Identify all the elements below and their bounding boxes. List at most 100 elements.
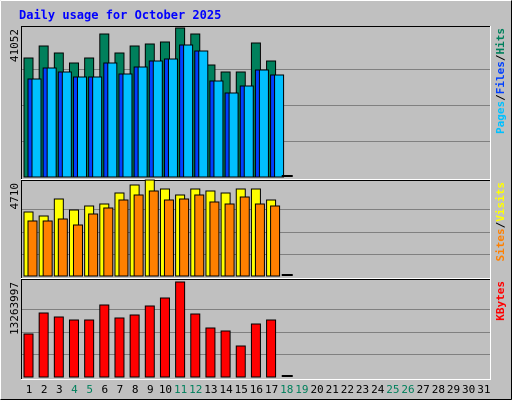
bar-pages <box>213 80 224 178</box>
bar-kbytes <box>205 327 216 378</box>
bar-pages <box>258 69 269 178</box>
panel-visits_sites: 4710 Sites/Visits <box>8 179 507 279</box>
legend-files: Files <box>494 61 507 94</box>
bar-kbytes <box>68 319 79 378</box>
bar-kbytes <box>175 281 186 378</box>
day-label: 27 <box>417 383 430 396</box>
day-label: 4 <box>71 383 78 396</box>
legend-kbytes: KBytes <box>494 281 507 321</box>
bar-sites <box>209 201 220 277</box>
day-label: 7 <box>117 383 124 396</box>
day-label: 11 <box>174 383 187 396</box>
chart-title: Daily usage for October 2025 <box>19 8 221 22</box>
bar-pages <box>46 67 57 178</box>
bar-pages <box>92 76 103 178</box>
bar-pages <box>76 76 87 178</box>
bar-sites <box>194 194 205 277</box>
day-label: 5 <box>86 383 93 396</box>
bar-kbytes <box>53 316 64 378</box>
legend-separator: / <box>494 221 507 228</box>
day-label: 14 <box>219 383 233 396</box>
bar-pages <box>122 73 133 178</box>
x-axis-day-labels: 1 2 3 4 5 6 7 8 9 10 11 12 13 14 15 16 17 18 19 20 21 22 23 24 2… <box>26 383 491 396</box>
bar-kbytes <box>84 319 95 378</box>
bar-pages <box>183 44 194 178</box>
legend: Pages/Files/Hits <box>494 28 507 134</box>
legend-separator: / <box>494 54 507 61</box>
bar-kbytes <box>144 305 155 378</box>
legend-separator: / <box>494 94 507 101</box>
day-label: 29 <box>447 383 460 396</box>
bar-kbytes <box>250 323 261 378</box>
bar-sites <box>88 213 99 277</box>
day-label: 13 <box>204 383 217 396</box>
bar-sites <box>254 203 265 277</box>
day-label: 1 <box>26 383 33 396</box>
day-label: 10 <box>159 383 172 396</box>
legend: Sites/Visits <box>494 182 507 262</box>
current-day-marker <box>281 175 293 177</box>
bar-kbytes <box>190 313 201 378</box>
bar-pages <box>198 50 209 178</box>
day-label: 16 <box>250 383 263 396</box>
bar-pages <box>152 60 163 178</box>
bar-pages <box>228 92 239 178</box>
bar-sites <box>179 198 190 277</box>
day-label: 8 <box>132 383 139 396</box>
bar-sites <box>57 218 68 277</box>
bar-kbytes <box>38 312 49 378</box>
bar-kbytes <box>99 304 110 378</box>
bar-pages <box>274 74 285 178</box>
bar-kbytes <box>114 317 125 378</box>
bar-sites <box>239 196 250 277</box>
bar-pages <box>107 62 118 178</box>
day-label: 21 <box>326 383 339 396</box>
bar-sites <box>72 224 83 277</box>
legend-sites: Sites <box>494 228 507 261</box>
day-label: 30 <box>462 383 475 396</box>
bar-kbytes <box>159 297 170 378</box>
day-label: 6 <box>101 383 108 396</box>
day-label: 22 <box>341 383 354 396</box>
y-max-label: 4710 <box>8 183 21 210</box>
bar-sites <box>148 190 159 277</box>
bar-pages <box>61 71 72 178</box>
bar-pages <box>243 85 254 178</box>
bar-kbytes <box>235 345 246 378</box>
day-label: 24 <box>371 383 385 396</box>
bar-kbytes <box>23 333 34 378</box>
current-day-marker <box>281 274 293 276</box>
bar-sites <box>163 199 174 277</box>
day-label: 17 <box>265 383 278 396</box>
bar-sites <box>133 194 144 277</box>
day-label: 31 <box>477 383 490 396</box>
bar-sites <box>42 220 53 277</box>
bar-pages <box>31 78 42 178</box>
day-label: 18 <box>280 383 293 396</box>
day-label: 15 <box>235 383 248 396</box>
legend: KBytes <box>494 281 507 321</box>
bar-sites <box>270 205 281 277</box>
legend-hits: Hits <box>494 28 507 55</box>
bar-kbytes <box>129 314 140 378</box>
day-label: 3 <box>56 383 63 396</box>
legend-visits: Visits <box>494 182 507 222</box>
bar-sites <box>103 207 114 277</box>
bar-sites <box>224 203 235 277</box>
bar-sites <box>118 199 129 277</box>
day-label: 23 <box>356 383 369 396</box>
day-label: 20 <box>310 383 323 396</box>
bar-kbytes <box>266 319 277 378</box>
legend-pages: Pages <box>494 101 507 134</box>
day-label: 28 <box>432 383 445 396</box>
day-label: 9 <box>147 383 154 396</box>
y-max-label: 13263997 <box>8 282 21 335</box>
day-label: 12 <box>189 383 202 396</box>
current-day-marker <box>281 375 293 377</box>
day-label: 2 <box>41 383 48 396</box>
day-label: 26 <box>401 383 414 396</box>
bar-sites <box>27 220 38 277</box>
bar-pages <box>167 58 178 178</box>
